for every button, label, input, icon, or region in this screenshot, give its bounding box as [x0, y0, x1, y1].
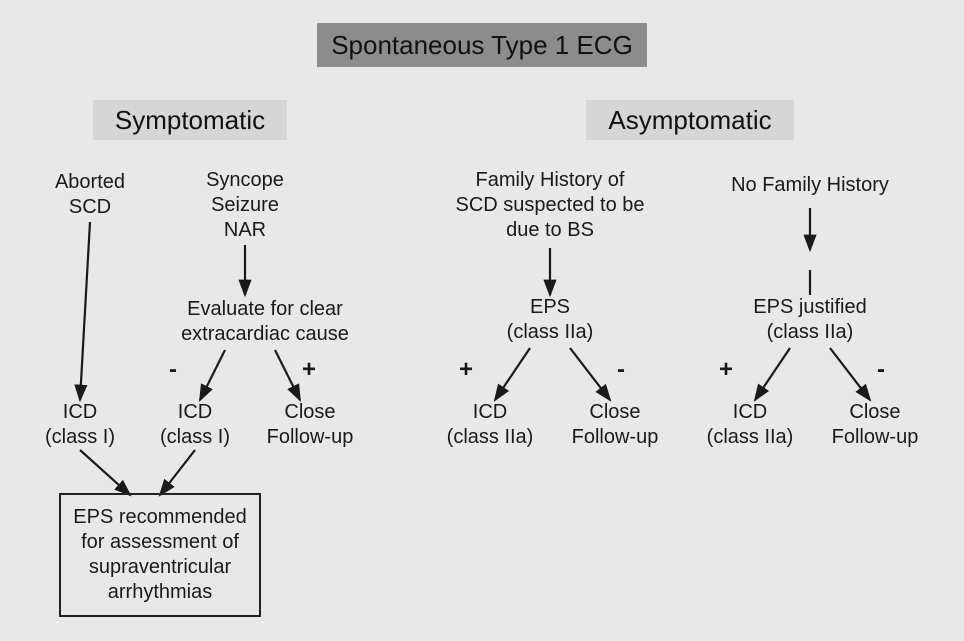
sign-s5: +	[719, 356, 733, 384]
node-icd1a: ICD (class I)	[45, 400, 115, 450]
edge	[200, 350, 225, 400]
node-epsbox: EPS recommended for assessment of suprav…	[59, 493, 260, 617]
edge	[275, 350, 300, 400]
edge	[80, 450, 130, 495]
node-syncope: Syncope Seizure NAR	[206, 168, 284, 243]
sign-s1: -	[169, 356, 177, 384]
node-evaluate: Evaluate for clear extracardiac cause	[181, 297, 349, 347]
node-symp: Symptomatic	[93, 100, 287, 141]
node-famhist: Family History of SCD suspected to be du…	[456, 168, 645, 243]
node-close2: Close Follow-up	[572, 400, 659, 450]
flowchart-stage: Spontaneous Type 1 ECG Symptomatic Asympto…	[0, 0, 964, 641]
edge	[755, 348, 790, 400]
sign-s6: -	[877, 356, 885, 384]
node-eps2a: EPS (class IIa)	[507, 295, 594, 345]
node-aborted: Aborted SCD	[55, 170, 125, 220]
node-eps2b: EPS justified (class IIa)	[753, 295, 866, 345]
node-nofam: No Family History	[731, 173, 889, 198]
sign-s3: +	[459, 356, 473, 384]
sign-s2: +	[302, 356, 316, 384]
node-close3: Close Follow-up	[832, 400, 919, 450]
edge	[160, 450, 195, 495]
edge	[570, 348, 610, 400]
node-icd2b: ICD (class IIa)	[707, 400, 794, 450]
edge	[830, 348, 870, 400]
node-asymp: Asymptomatic	[586, 100, 793, 141]
node-icd2a: ICD (class IIa)	[447, 400, 534, 450]
node-close1: Close Follow-up	[267, 400, 354, 450]
node-icd1b: ICD (class I)	[160, 400, 230, 450]
edge	[495, 348, 530, 400]
edge	[80, 222, 90, 400]
node-title: Spontaneous Type 1 ECG	[317, 23, 647, 68]
sign-s4: -	[617, 356, 625, 384]
